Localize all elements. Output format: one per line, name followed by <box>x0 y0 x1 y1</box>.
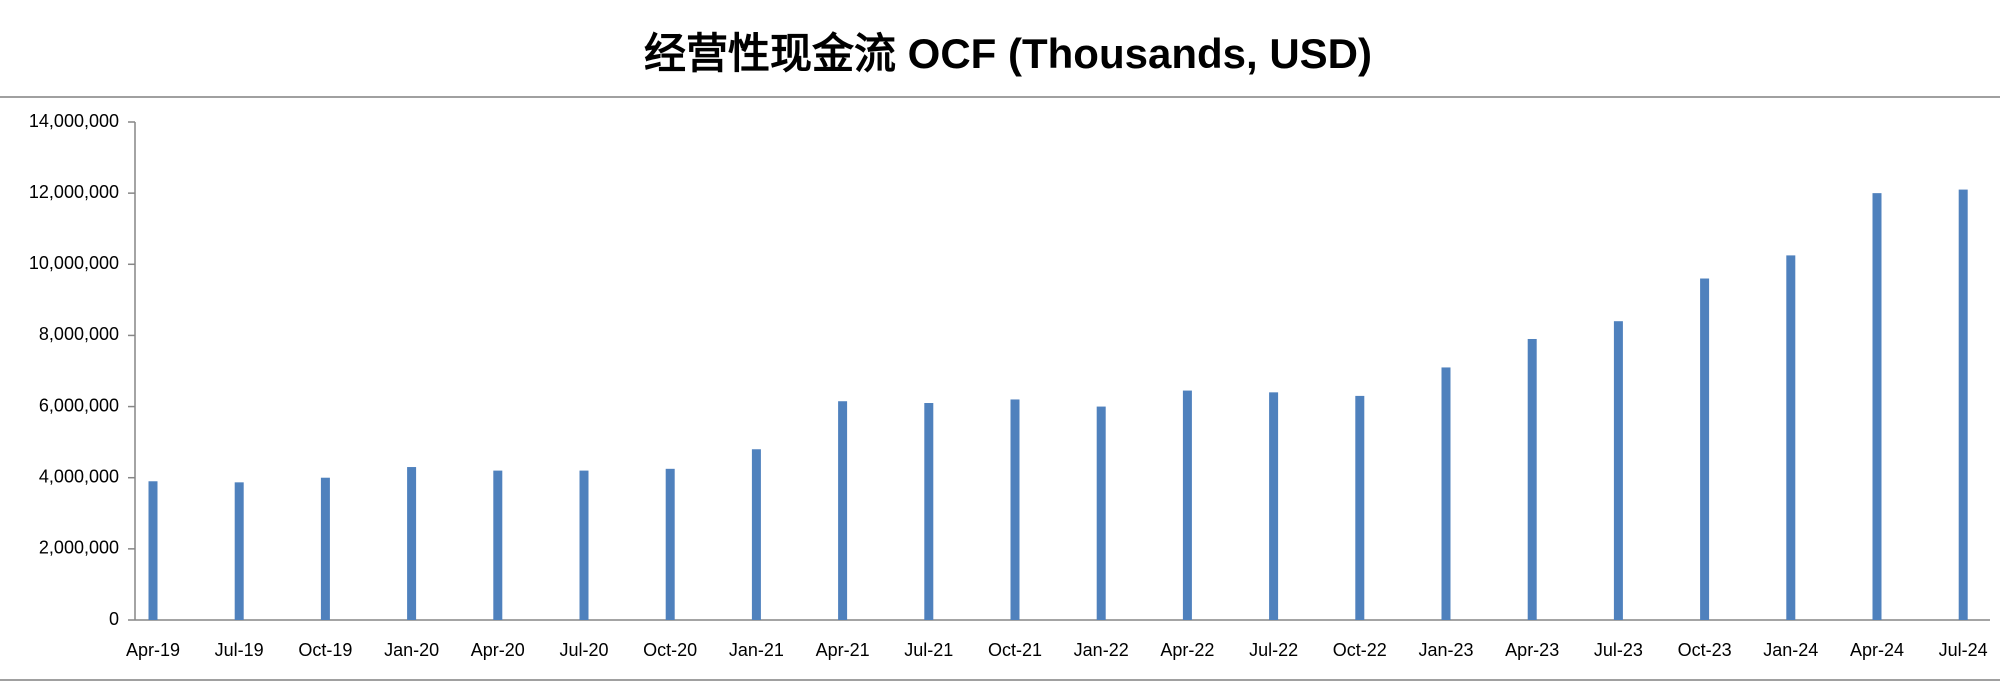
x-tick-label: Apr-21 <box>816 640 870 660</box>
y-tick-label: 14,000,000 <box>29 111 119 131</box>
x-tick-label: Apr-24 <box>1850 640 1904 660</box>
bar <box>1182 390 1192 620</box>
bar <box>1613 321 1623 620</box>
x-tick-label: Apr-20 <box>471 640 525 660</box>
bar <box>751 449 761 620</box>
y-tick-label: 0 <box>109 609 119 629</box>
bar <box>1700 278 1710 620</box>
y-tick-label: 10,000,000 <box>29 253 119 273</box>
x-tick-label: Jan-21 <box>729 640 784 660</box>
x-tick-label: Oct-22 <box>1333 640 1387 660</box>
x-tick-label: Jul-19 <box>215 640 264 660</box>
bar <box>1096 406 1106 620</box>
x-tick-label: Oct-20 <box>643 640 697 660</box>
bar <box>1441 367 1451 620</box>
bar <box>1872 193 1882 620</box>
bar <box>1958 189 1968 621</box>
bar <box>1355 395 1365 620</box>
bar <box>1269 392 1279 620</box>
x-tick-label: Oct-23 <box>1678 640 1732 660</box>
x-tick-label: Jul-24 <box>1939 640 1988 660</box>
bar <box>148 481 158 620</box>
chart-title: 经营性现金流 OCF (Thousands, USD) <box>644 30 1372 77</box>
x-tick-label: Oct-19 <box>298 640 352 660</box>
x-tick-label: Apr-23 <box>1505 640 1559 660</box>
bar <box>924 403 934 620</box>
bar <box>665 468 675 620</box>
x-tick-label: Jan-23 <box>1418 640 1473 660</box>
x-tick-label: Jul-21 <box>904 640 953 660</box>
bar <box>1010 399 1020 620</box>
bar <box>579 470 589 620</box>
x-tick-label: Jan-20 <box>384 640 439 660</box>
x-tick-label: Oct-21 <box>988 640 1042 660</box>
bar <box>493 470 503 620</box>
bar <box>234 482 244 620</box>
y-tick-label: 2,000,000 <box>39 538 119 558</box>
x-tick-label: Jan-22 <box>1074 640 1129 660</box>
y-tick-label: 8,000,000 <box>39 324 119 344</box>
x-tick-label: Jul-23 <box>1594 640 1643 660</box>
x-tick-label: Apr-19 <box>126 640 180 660</box>
bar <box>1786 255 1796 620</box>
y-tick-label: 12,000,000 <box>29 182 119 202</box>
x-tick-label: Jan-24 <box>1763 640 1818 660</box>
bar <box>838 401 848 620</box>
bar <box>1527 338 1537 620</box>
bar <box>320 477 330 620</box>
bar <box>407 467 417 620</box>
y-tick-label: 6,000,000 <box>39 395 119 415</box>
y-tick-label: 4,000,000 <box>39 466 119 486</box>
x-tick-label: Apr-22 <box>1160 640 1214 660</box>
x-tick-label: Jul-20 <box>559 640 608 660</box>
x-tick-label: Jul-22 <box>1249 640 1298 660</box>
